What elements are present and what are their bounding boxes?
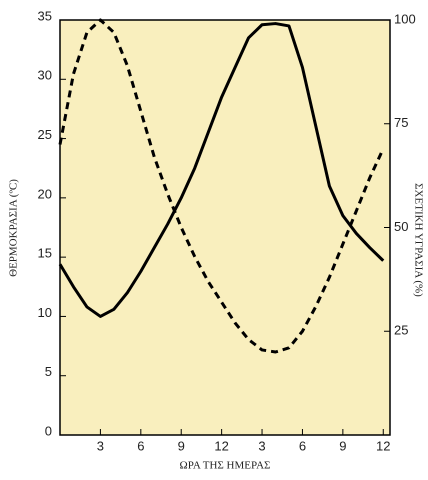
y-tick-label: 25 [38, 127, 52, 142]
y-tick-label: 35 [38, 8, 52, 23]
y-tick-label: 30 [38, 68, 52, 83]
y2-tick-label: 100 [394, 11, 416, 26]
y-tick-label: 20 [38, 186, 52, 201]
plot-area [59, 19, 391, 436]
x-tick-label: 6 [299, 438, 306, 453]
x-tick-label: 12 [376, 438, 390, 453]
x-tick-label: 9 [339, 438, 346, 453]
y2-tick-label: 50 [394, 219, 408, 234]
y-tick-label: 15 [38, 246, 52, 261]
x-tick-label: 3 [97, 438, 104, 453]
y-axis-label: ΘΕΡΜΟΚΡΑΣΙΑ (ºC) [8, 179, 20, 277]
x-tick-label: 9 [178, 438, 185, 453]
series-line [58, 18, 385, 354]
y2-tick-label: 25 [394, 323, 408, 338]
y2-tick-label: 75 [394, 115, 408, 130]
y-tick-label: 10 [38, 305, 52, 320]
x-tick-label: 3 [258, 438, 265, 453]
y2-axis-label: ΣΧΕΤΙΚΗ ΥΓΡΑΣΙΑ (%) [412, 183, 424, 297]
x-tick-label: 12 [214, 438, 228, 453]
series-line [58, 22, 385, 318]
y-tick-label: 5 [45, 364, 52, 379]
y-tick-label: 0 [45, 423, 52, 438]
x-tick-label: 6 [137, 438, 144, 453]
x-axis-label: ΩΡΑ ΤΗΣ ΗΜΕΡΑΣ [180, 460, 271, 472]
